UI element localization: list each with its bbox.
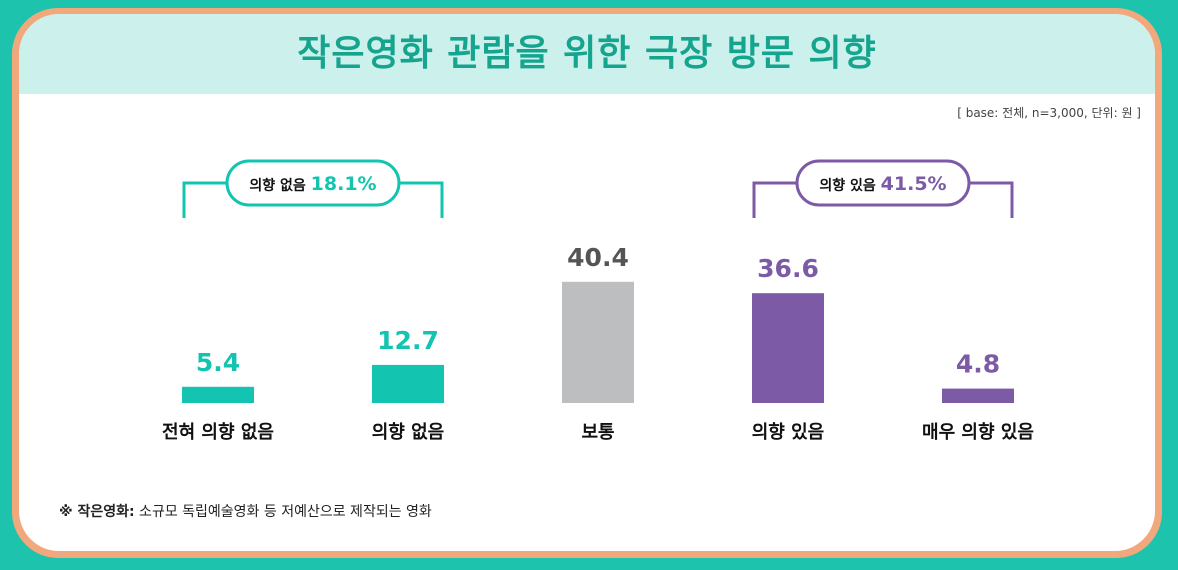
bar-value-label: 40.4: [567, 243, 629, 272]
footnote-label: ※ 작은영화:: [59, 504, 135, 520]
group-pill: [795, 159, 971, 207]
title-banner: 작은영화 관람을 위한 극장 방문 의향: [19, 14, 1155, 94]
footnote-text: 소규모 독립예술영화 등 저예산으로 제작되는 영화: [134, 504, 432, 520]
group-percent: 18.1%: [311, 173, 377, 195]
category-label: 의향 있음: [752, 422, 825, 443]
group-bracket: [752, 181, 1014, 218]
bar-value-label: 4.8: [956, 350, 1000, 379]
footnote: ※ 작은영화: 소규모 독립예술영화 등 저예산으로 제작되는 영화: [59, 501, 432, 521]
base-note: [ base: 전체, n=3,000, 단위: 원 ]: [957, 106, 1141, 120]
bar-5: [942, 388, 1014, 403]
bar-value-label: 36.6: [757, 254, 819, 283]
bar-2: [372, 364, 444, 403]
bar-3: [562, 281, 634, 403]
group-bracket: [182, 181, 444, 218]
category-label: 매우 의향 있음: [922, 422, 1034, 443]
group-label: 의향 있음 41.5%: [819, 173, 946, 195]
group-label-text: 의향 있음: [819, 177, 880, 194]
category-label: 보통: [581, 422, 614, 443]
bar-value-label: 12.7: [377, 326, 439, 355]
category-label: 의향 없음: [372, 422, 445, 443]
page-title: 작은영화 관람을 위한 극장 방문 의향: [297, 33, 877, 74]
bar-4: [752, 293, 824, 403]
group-label: 의향 없음 18.1%: [249, 173, 376, 195]
group-pill: [225, 159, 401, 207]
bar-value-label: 5.4: [196, 348, 240, 377]
category-label: 전혀 의향 없음: [162, 422, 274, 443]
group-label-text: 의향 없음: [249, 177, 310, 194]
bar-1: [182, 386, 254, 403]
group-percent: 41.5%: [881, 173, 947, 195]
